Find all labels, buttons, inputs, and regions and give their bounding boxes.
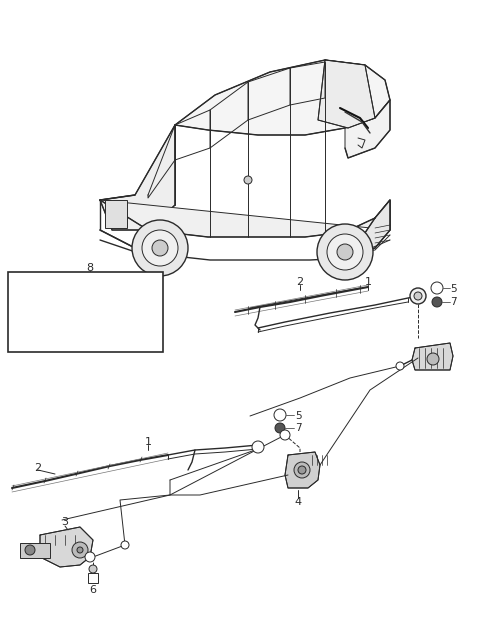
Bar bbox=[88, 573, 98, 583]
Polygon shape bbox=[345, 100, 390, 158]
Polygon shape bbox=[318, 60, 375, 128]
Circle shape bbox=[121, 541, 129, 549]
Circle shape bbox=[252, 441, 264, 453]
Polygon shape bbox=[175, 60, 390, 135]
Text: 4: 4 bbox=[294, 497, 301, 507]
Text: 7: 7 bbox=[450, 297, 456, 307]
Circle shape bbox=[427, 353, 439, 365]
Circle shape bbox=[410, 288, 426, 304]
Circle shape bbox=[298, 466, 306, 474]
Polygon shape bbox=[100, 200, 390, 237]
Bar bbox=[20, 543, 50, 558]
Circle shape bbox=[89, 565, 97, 573]
Circle shape bbox=[317, 224, 373, 280]
Polygon shape bbox=[285, 452, 320, 488]
Polygon shape bbox=[40, 527, 93, 567]
Circle shape bbox=[396, 362, 404, 370]
Circle shape bbox=[414, 292, 422, 300]
Circle shape bbox=[294, 462, 310, 478]
Circle shape bbox=[72, 542, 88, 558]
Circle shape bbox=[85, 552, 95, 562]
Text: 3: 3 bbox=[61, 517, 69, 527]
Circle shape bbox=[152, 240, 168, 256]
Text: 5: 5 bbox=[295, 411, 301, 421]
Circle shape bbox=[275, 423, 285, 433]
Circle shape bbox=[327, 234, 363, 270]
Circle shape bbox=[142, 230, 178, 266]
Circle shape bbox=[280, 430, 290, 440]
Text: 2: 2 bbox=[35, 463, 42, 473]
Circle shape bbox=[244, 176, 252, 184]
Circle shape bbox=[337, 244, 353, 260]
Bar bbox=[8, 272, 163, 352]
Polygon shape bbox=[100, 125, 175, 230]
Text: 2: 2 bbox=[297, 277, 303, 287]
Text: 5: 5 bbox=[450, 284, 456, 294]
Text: 8: 8 bbox=[86, 263, 94, 273]
Circle shape bbox=[432, 297, 442, 307]
Bar bbox=[105, 200, 127, 228]
Text: 1: 1 bbox=[144, 437, 152, 447]
Circle shape bbox=[25, 545, 35, 555]
Circle shape bbox=[431, 282, 443, 294]
Circle shape bbox=[77, 547, 83, 553]
Text: 6: 6 bbox=[89, 585, 96, 595]
Polygon shape bbox=[412, 343, 453, 370]
Polygon shape bbox=[348, 200, 390, 258]
Circle shape bbox=[274, 409, 286, 421]
Circle shape bbox=[132, 220, 188, 276]
Text: 1: 1 bbox=[364, 277, 372, 287]
Text: 7: 7 bbox=[295, 423, 301, 433]
